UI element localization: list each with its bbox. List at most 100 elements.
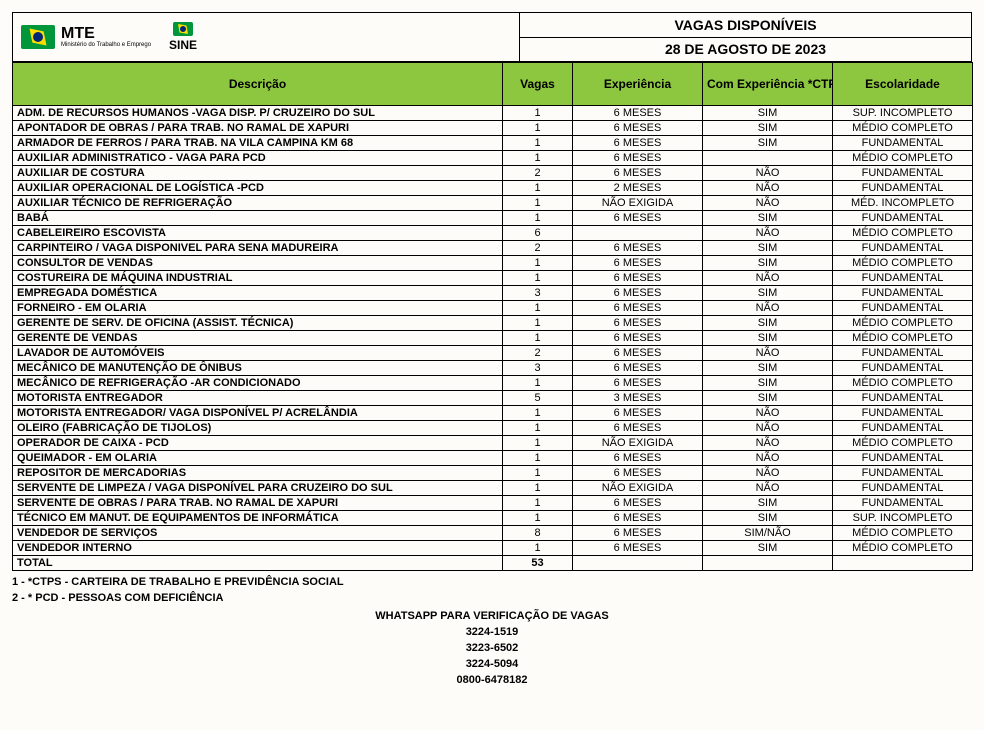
table-row: CONSULTOR DE VENDAS16 MESESSIMMÉDIO COMP… <box>13 256 973 271</box>
cell-exp: 6 MESES <box>573 316 703 331</box>
cell-ctps: SIM <box>703 256 833 271</box>
cell-vagas: 1 <box>503 316 573 331</box>
cell-vagas: 1 <box>503 451 573 466</box>
cell-esc: MÉDIO COMPLETO <box>833 526 973 541</box>
cell-esc: MÉDIO COMPLETO <box>833 541 973 556</box>
cell-vagas: 1 <box>503 331 573 346</box>
cell-exp: 6 MESES <box>573 256 703 271</box>
cell-ctps: NÃO <box>703 346 833 361</box>
cell-desc: MOTORISTA ENTREGADOR <box>13 391 503 406</box>
cell-esc: FUNDAMENTAL <box>833 451 973 466</box>
cell-ctps: NÃO <box>703 181 833 196</box>
table-row: COSTUREIRA DE MÁQUINA INDUSTRIAL16 MESES… <box>13 271 973 286</box>
cell-desc: MECÂNICO DE REFRIGERAÇÃO -AR CONDICIONAD… <box>13 376 503 391</box>
phone-list: 3224-15193223-65023224-50940800-6478182 <box>12 625 972 689</box>
whatsapp-label: WHATSAPP PARA VERIFICAÇÃO DE VAGAS <box>12 609 972 625</box>
cell-ctps: NÃO <box>703 451 833 466</box>
cell-ctps: SIM <box>703 331 833 346</box>
cell-ctps: NÃO <box>703 196 833 211</box>
cell-esc: FUNDAMENTAL <box>833 406 973 421</box>
table-row: LAVADOR DE AUTOMÓVEIS26 MESESNÃOFUNDAMEN… <box>13 346 973 361</box>
cell-exp: NÃO EXIGIDA <box>573 481 703 496</box>
cell-exp: 6 MESES <box>573 451 703 466</box>
page-date: 28 DE AGOSTO DE 2023 <box>520 38 971 62</box>
cell-exp: 6 MESES <box>573 106 703 121</box>
table-row: AUXILIAR DE COSTURA26 MESESNÃOFUNDAMENTA… <box>13 166 973 181</box>
table-row: SERVENTE DE LIMPEZA / VAGA DISPONÍVEL PA… <box>13 481 973 496</box>
cell-vagas: 1 <box>503 301 573 316</box>
table-row: OPERADOR DE CAIXA - PCD1NÃO EXIGIDANÃOMÉ… <box>13 436 973 451</box>
cell-desc: MECÂNICO DE MANUTENÇÃO DE ÔNIBUS <box>13 361 503 376</box>
cell-vagas: 1 <box>503 541 573 556</box>
table-row: APONTADOR DE OBRAS / PARA TRAB. NO RAMAL… <box>13 121 973 136</box>
table-row: SERVENTE DE OBRAS / PARA TRAB. NO RAMAL … <box>13 496 973 511</box>
table-row: QUEIMADOR - EM OLARIA16 MESESNÃOFUNDAMEN… <box>13 451 973 466</box>
cell-desc: OPERADOR DE CAIXA - PCD <box>13 436 503 451</box>
cell-esc: FUNDAMENTAL <box>833 346 973 361</box>
cell-esc: FUNDAMENTAL <box>833 241 973 256</box>
title-cell: VAGAS DISPONÍVEIS 28 DE AGOSTO DE 2023 <box>520 13 971 61</box>
cell-esc: FUNDAMENTAL <box>833 211 973 226</box>
cell-exp: 6 MESES <box>573 151 703 166</box>
cell-esc: MÉDIO COMPLETO <box>833 151 973 166</box>
cell-desc: AUXILIAR OPERACIONAL DE LOGÍSTICA -PCD <box>13 181 503 196</box>
cell-exp: NÃO EXIGIDA <box>573 436 703 451</box>
cell-vagas: 1 <box>503 271 573 286</box>
cell-vagas: 1 <box>503 196 573 211</box>
cell-esc: FUNDAMENTAL <box>833 496 973 511</box>
cell-ctps: SIM <box>703 241 833 256</box>
cell-esc: MÉD. INCOMPLETO <box>833 196 973 211</box>
table-row: MOTORISTA ENTREGADOR53 MESESSIMFUNDAMENT… <box>13 391 973 406</box>
page-title: VAGAS DISPONÍVEIS <box>520 13 971 38</box>
table-row: EMPREGADA DOMÉSTICA36 MESESSIMFUNDAMENTA… <box>13 286 973 301</box>
cell-desc: GERENTE DE VENDAS <box>13 331 503 346</box>
cell-exp: 3 MESES <box>573 391 703 406</box>
cell-esc: MÉDIO COMPLETO <box>833 436 973 451</box>
table-row: ARMADOR DE FERROS / PARA TRAB. NA VILA C… <box>13 136 973 151</box>
cell-esc: FUNDAMENTAL <box>833 301 973 316</box>
col-ctps: Com Experiência *CTPS <box>703 63 833 106</box>
cell-vagas: 2 <box>503 241 573 256</box>
footnote-1: 1 - *CTPS - CARTEIRA DE TRABALHO E PREVI… <box>12 575 972 591</box>
mte-sublabel: Ministério do Trabalho e Emprego <box>61 42 151 48</box>
cell-desc: VENDEDOR DE SERVIÇOS <box>13 526 503 541</box>
cell-ctps: SIM <box>703 391 833 406</box>
cell-ctps: NÃO <box>703 436 833 451</box>
cell-desc: APONTADOR DE OBRAS / PARA TRAB. NO RAMAL… <box>13 121 503 136</box>
cell-desc: AUXILIAR TÉCNICO DE REFRIGERAÇÃO <box>13 196 503 211</box>
cell-exp: 6 MESES <box>573 301 703 316</box>
col-vagas: Vagas <box>503 63 573 106</box>
table-row: FORNEIRO - EM OLARIA16 MESESNÃOFUNDAMENT… <box>13 301 973 316</box>
cell-exp: 6 MESES <box>573 121 703 136</box>
cell-exp: 6 MESES <box>573 361 703 376</box>
table-row: MECÂNICO DE REFRIGERAÇÃO -AR CONDICIONAD… <box>13 376 973 391</box>
total-row: TOTAL53 <box>13 556 973 571</box>
cell-esc: FUNDAMENTAL <box>833 466 973 481</box>
cell-esc: MÉDIO COMPLETO <box>833 226 973 241</box>
cell-ctps: SIM <box>703 136 833 151</box>
cell-esc: SUP. INCOMPLETO <box>833 511 973 526</box>
cell-exp: 6 MESES <box>573 376 703 391</box>
cell-desc: AUXILIAR ADMINISTRATICO - VAGA PARA PCD <box>13 151 503 166</box>
cell-ctps: NÃO <box>703 406 833 421</box>
table-row: GERENTE DE SERV. DE OFICINA (ASSIST. TÉC… <box>13 316 973 331</box>
logo-cell: MTE Ministério do Trabalho e Emprego SIN… <box>13 13 520 61</box>
cell-exp: 6 MESES <box>573 511 703 526</box>
cell-esc: MÉDIO COMPLETO <box>833 256 973 271</box>
table-row: VENDEDOR DE SERVIÇOS86 MESESSIM/NÃOMÉDIO… <box>13 526 973 541</box>
cell-vagas: 1 <box>503 376 573 391</box>
cell-desc: TÉCNICO EM MANUT. DE EQUIPAMENTOS DE INF… <box>13 511 503 526</box>
table-row: OLEIRO (FABRICAÇÃO DE TIJOLOS)16 MESESNÃ… <box>13 421 973 436</box>
col-esc: Escolaridade <box>833 63 973 106</box>
cell-vagas: 1 <box>503 421 573 436</box>
cell-vagas: 1 <box>503 511 573 526</box>
cell-desc: MOTORISTA ENTREGADOR/ VAGA DISPONÍVEL P/… <box>13 406 503 421</box>
cell-vagas: 1 <box>503 106 573 121</box>
cell-exp: 6 MESES <box>573 241 703 256</box>
phone-number: 3224-5094 <box>12 657 972 673</box>
cell-vagas: 3 <box>503 286 573 301</box>
mte-logo: MTE Ministério do Trabalho e Emprego <box>21 25 151 49</box>
cell-exp: 6 MESES <box>573 406 703 421</box>
cell-vagas: 1 <box>503 436 573 451</box>
cell-vagas: 1 <box>503 256 573 271</box>
